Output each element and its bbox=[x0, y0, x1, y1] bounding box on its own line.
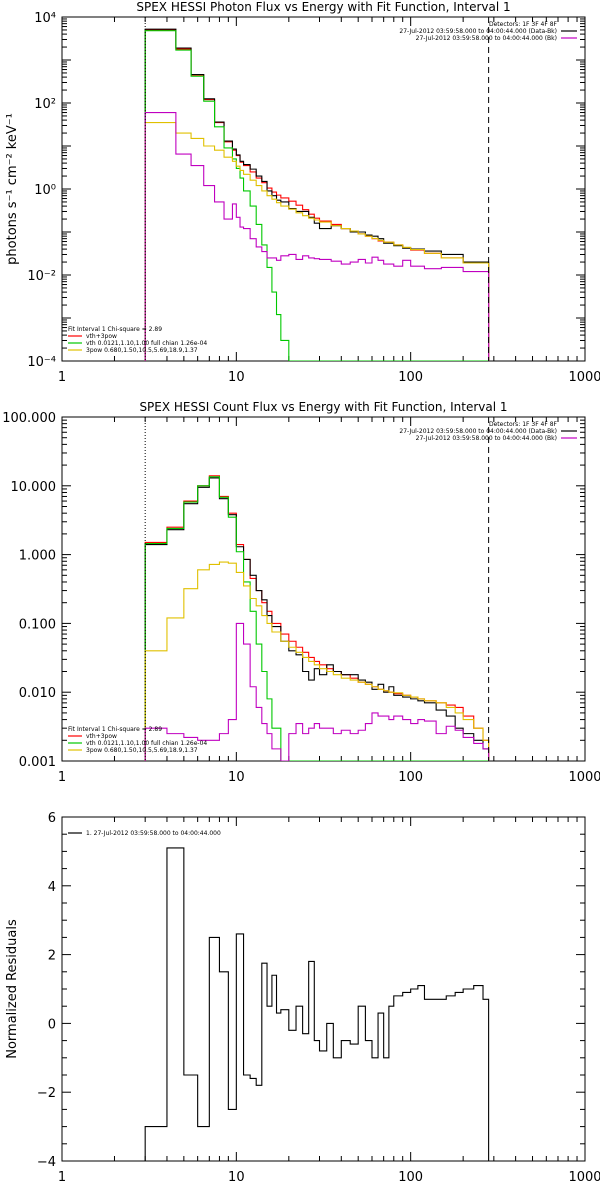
series-data-line bbox=[144, 477, 490, 761]
x-tick-label: 100 bbox=[398, 370, 423, 385]
y-tick-label: 10⁻⁴ bbox=[27, 355, 56, 370]
plot-frame bbox=[61, 416, 586, 762]
y-tick-label: 4 bbox=[48, 880, 56, 895]
y-tick-label: 2 bbox=[48, 949, 56, 964]
x-tick-label: 1000 bbox=[568, 770, 600, 785]
y-axis-label: photons s⁻¹ cm⁻² keV⁻¹ bbox=[5, 113, 20, 265]
series-thermal-line bbox=[144, 30, 489, 361]
y-tick-label: 100.000 bbox=[2, 411, 56, 426]
x-tick-label: 10 bbox=[228, 770, 245, 785]
y-tick-label: 1.000 bbox=[19, 549, 56, 564]
y-axis-label: Normalized Residuals bbox=[5, 919, 20, 1059]
fit-legend-text: vth 0.0121,1.10,1.00 full chian 1.26e-04 bbox=[86, 740, 207, 747]
series-data-line bbox=[144, 28, 490, 361]
series-total_fit-line bbox=[144, 29, 490, 361]
y-tick-label: 6 bbox=[48, 811, 56, 826]
info-legend-text: 27-Jul-2012 03:59:58.000 to 04:00:44.000… bbox=[399, 428, 557, 435]
series-total_fit-line bbox=[144, 475, 490, 761]
x-tick-label: 1 bbox=[58, 1170, 66, 1185]
series-group bbox=[144, 28, 490, 361]
series-power_law-line bbox=[144, 561, 490, 761]
fit-legend-text: vth+3pow bbox=[86, 733, 117, 740]
fit-legend-text: 3pow 0.680,1.50,10.5,5.69,18.9,1.37 bbox=[86, 347, 198, 354]
x-tick-label: 100 bbox=[398, 770, 423, 785]
y-tick-label: 10.000 bbox=[11, 480, 57, 495]
x-tick-label: 100 bbox=[398, 1170, 423, 1185]
x-tick-label: 1 bbox=[58, 770, 66, 785]
y-tick-label: 0 bbox=[48, 1017, 56, 1032]
x-tick-label: 10 bbox=[228, 370, 245, 385]
series-background-line bbox=[144, 622, 490, 761]
fit-legend-text: Fit Interval 1 Chi-square = 2.89 bbox=[68, 726, 162, 733]
y-tick-label: 0.100 bbox=[19, 617, 56, 632]
chart-panel-2: SPEX HESSI Count Flux vs Energy with Fit… bbox=[2, 400, 600, 785]
series-data-line bbox=[144, 847, 490, 1161]
fit-legend-text: 1. 27-Jul-2012 03:59:58.000 to 04:00:44.… bbox=[86, 830, 221, 837]
y-tick-label: 10⁰ bbox=[34, 183, 56, 198]
x-tick-label: 10 bbox=[228, 1170, 245, 1185]
x-tick-label: 1000 bbox=[568, 370, 600, 385]
chart-panel-1: SPEX HESSI Photon Flux vs Energy with Fi… bbox=[5, 0, 600, 385]
chart-panel-3: 1 10 100 1000 −4 −2 0 2 4 6 Normalized Residuals 1.… bbox=[5, 811, 600, 1185]
fit-legend-text: 3pow 0.680,1.50,10.5,5.69,18.9,1.37 bbox=[86, 747, 198, 754]
chart-title: SPEX HESSI Photon Flux vs Energy with Fi… bbox=[136, 0, 510, 14]
series-thermal-line bbox=[144, 476, 489, 761]
info-legend-text: Detectors: 1F 3F 4F 8F bbox=[489, 21, 558, 28]
chart-title: SPEX HESSI Count Flux vs Energy with Fit… bbox=[139, 400, 507, 414]
plot-frame bbox=[61, 816, 586, 1162]
info-legend-text: 27-Jul-2012 03:59:58.000 to 04:00:44.000… bbox=[399, 28, 557, 35]
y-tick-label: 10⁴ bbox=[34, 11, 56, 26]
fit-legend-text: vth 0.0121,1.10,1.00 full chian 1.26e-04 bbox=[86, 340, 207, 347]
y-tick-label: 10² bbox=[34, 97, 56, 112]
series-background-line bbox=[144, 111, 490, 361]
info-legend-text: Detectors: 1F 3F 4F 8F bbox=[489, 421, 558, 428]
fit-legend-text: Fit Interval 1 Chi-square = 2.89 bbox=[68, 326, 162, 333]
x-tick-label: 1 bbox=[58, 370, 66, 385]
y-tick-label: 0.010 bbox=[19, 686, 56, 701]
series-power_law-line bbox=[144, 122, 490, 361]
x-tick-label: 1000 bbox=[568, 1170, 600, 1185]
plot-frame bbox=[61, 16, 586, 362]
info-legend-text: 27-Jul-2012 03:59:58.000 to 04:00:44.000… bbox=[416, 35, 557, 42]
y-tick-label: 10⁻² bbox=[27, 269, 56, 284]
info-legend-text: 27-Jul-2012 03:59:58.000 to 04:00:44.000… bbox=[416, 435, 557, 442]
series-group bbox=[144, 475, 490, 761]
y-tick-label: 0.001 bbox=[19, 755, 56, 770]
y-tick-label: −2 bbox=[37, 1086, 56, 1101]
series-group bbox=[144, 847, 490, 1161]
y-tick-label: −4 bbox=[37, 1155, 56, 1170]
fit-legend-text: vth+3pow bbox=[86, 333, 117, 340]
